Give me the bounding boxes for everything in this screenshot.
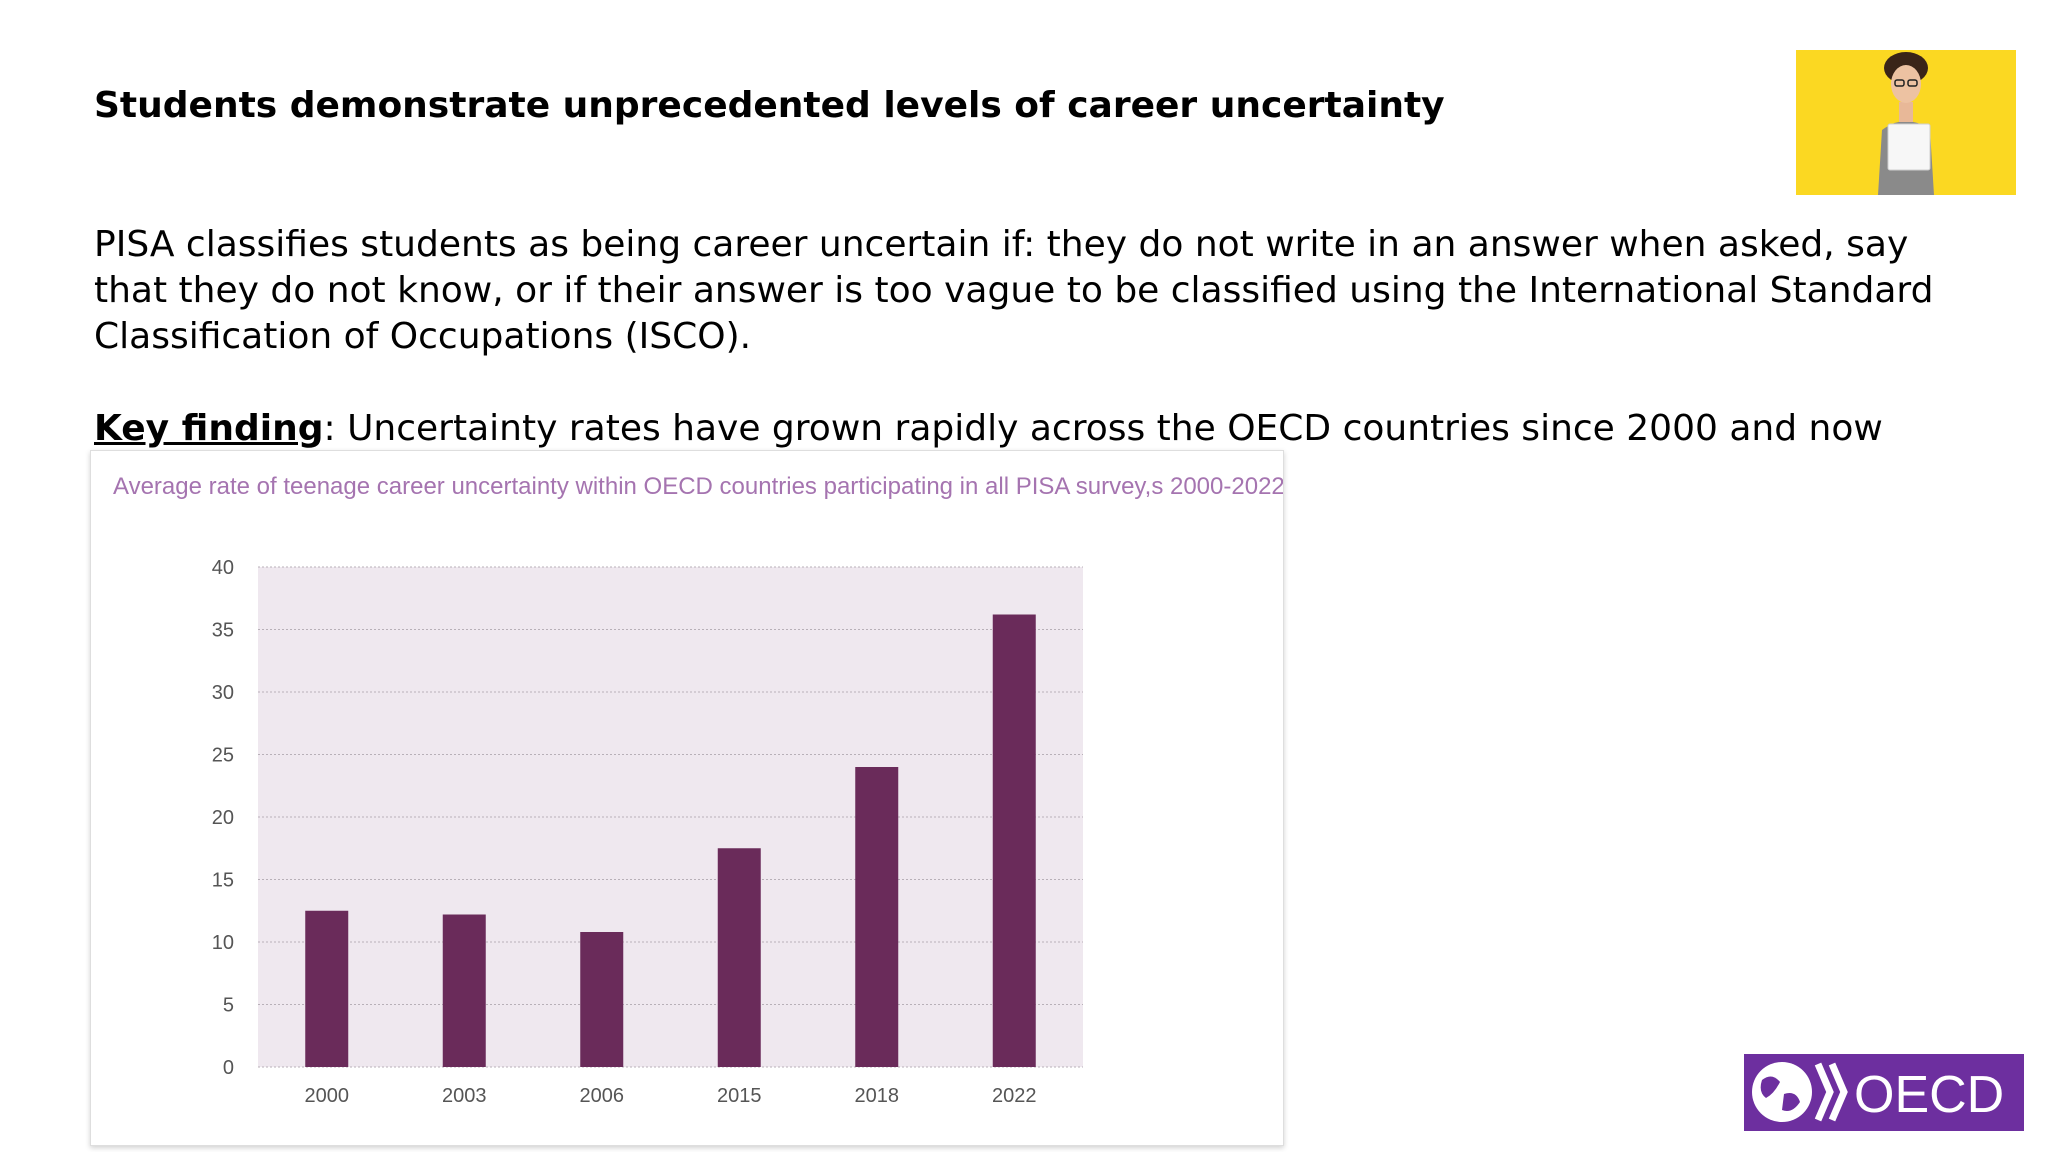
logo-chevron-1 — [1814, 1062, 1834, 1122]
bar-2022 — [992, 614, 1036, 1067]
oecd-logo: OECD — [1744, 1054, 2024, 1131]
bar-2015 — [717, 848, 761, 1067]
chart-card: Average rate of teenage career uncertain… — [90, 450, 1284, 1146]
photo-folder — [1887, 123, 1931, 171]
x-tick-label: 2006 — [580, 1085, 625, 1107]
bars — [305, 614, 1036, 1067]
x-tick-label: 2015 — [717, 1085, 762, 1107]
y-tick-label: 15 — [212, 870, 234, 892]
y-tick-label: 10 — [212, 932, 234, 954]
bar-2006 — [580, 932, 624, 1067]
definition-paragraph: PISA classifies students as being career… — [94, 224, 1934, 357]
x-axis-ticks: 2000 2003 2006 2015 2018 2022 — [305, 1085, 1037, 1107]
globe-icon — [1752, 1062, 1812, 1122]
key-finding-label: Key finding — [94, 408, 324, 449]
photo-neck — [1899, 102, 1913, 122]
x-tick-label: 2018 — [855, 1085, 900, 1107]
photo-glasses-left — [1894, 79, 1905, 87]
globe-continent-b — [1782, 1093, 1800, 1111]
x-tick-label: 2003 — [442, 1085, 487, 1107]
slide-title: Students demonstrate unprecedented level… — [94, 85, 1445, 126]
y-tick-label: 30 — [212, 682, 234, 704]
y-tick-label: 35 — [212, 620, 234, 642]
key-finding-text: : Uncertainty rates have grown rapidly a… — [323, 408, 1883, 449]
logo-chevron-2 — [1828, 1062, 1848, 1122]
y-tick-label: 0 — [223, 1057, 234, 1079]
body-text: PISA classifies students as being career… — [94, 222, 1974, 450]
y-axis-ticks: 0 5 10 15 20 25 30 35 40 — [212, 557, 234, 1079]
y-tick-label: 5 — [223, 995, 234, 1017]
y-tick-label: 40 — [212, 557, 234, 579]
globe-continent-a — [1760, 1076, 1780, 1098]
bar-chart: Average rate of teenage career uncertain… — [113, 473, 1283, 1107]
chart-title: Average rate of teenage career uncertain… — [113, 473, 1283, 500]
y-tick-label: 20 — [212, 807, 234, 829]
gridlines — [258, 566, 1083, 1068]
presenter-photo — [1796, 50, 2016, 195]
photo-face — [1891, 65, 1921, 103]
woman-holding-folder-image — [1796, 50, 2016, 195]
y-tick-label: 25 — [212, 745, 234, 767]
x-tick-label: 2022 — [992, 1085, 1037, 1107]
logo-text: OECD — [1854, 1066, 2004, 1124]
photo-glasses-right — [1907, 79, 1918, 87]
oecd-logo-mark: OECD — [1744, 1054, 2024, 1131]
bar-2018 — [855, 767, 899, 1067]
bar-2000 — [305, 910, 349, 1067]
key-finding-paragraph: Key finding: Uncertainty rates have grow… — [94, 406, 1974, 450]
x-tick-label: 2000 — [305, 1085, 350, 1107]
bar-2003 — [442, 914, 486, 1067]
